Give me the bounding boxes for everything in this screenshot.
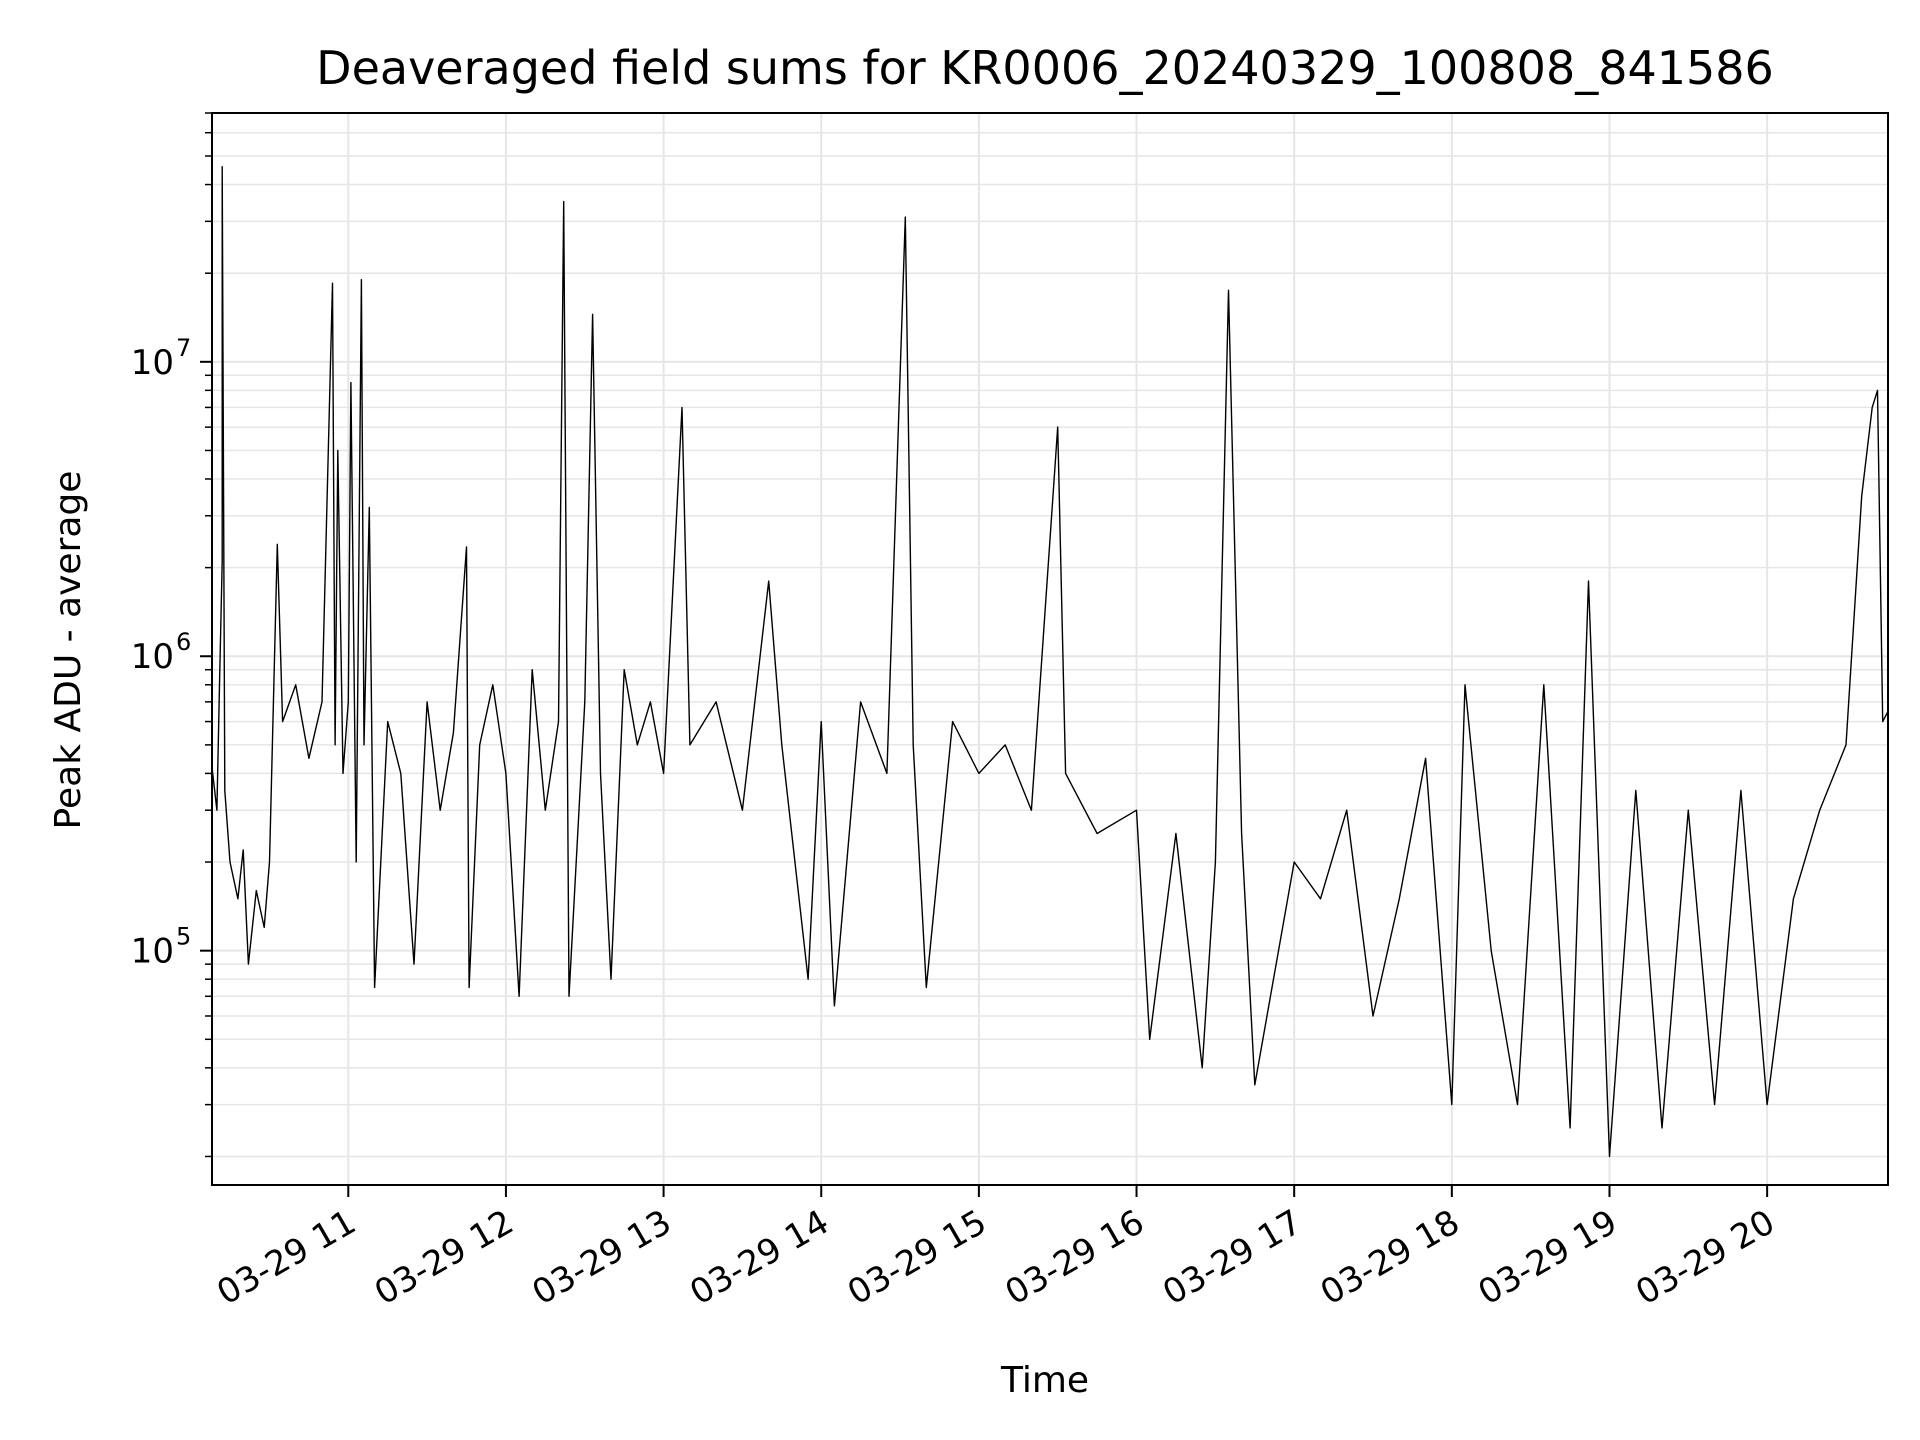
chart-title: Deaveraged field sums for KR0006_2024032… — [316, 41, 1774, 95]
y-tick-label: 10 — [131, 932, 174, 972]
plot-frame — [211, 112, 1889, 1186]
series-line — [211, 165, 1889, 1158]
grid — [212, 112, 1888, 1185]
y-tick-exponent: 6 — [176, 628, 191, 656]
y-tick-label: 10 — [131, 637, 174, 677]
series-layer — [211, 165, 1889, 1158]
x-axis-label: Time — [1000, 1360, 1089, 1401]
y-tick-label: 10 — [131, 343, 174, 383]
y-tick-exponent: 5 — [176, 923, 191, 951]
y-axis-label: Peak ADU - average — [48, 471, 89, 830]
y-tick-exponent: 7 — [176, 334, 191, 362]
